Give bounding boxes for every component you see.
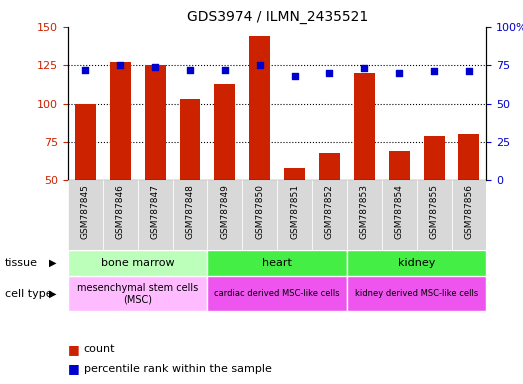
Point — [395, 70, 403, 76]
Bar — [319, 153, 340, 257]
Text: GSM787848: GSM787848 — [186, 184, 195, 239]
Point — [256, 62, 264, 68]
Title: GDS3974 / ILMN_2435521: GDS3974 / ILMN_2435521 — [187, 10, 368, 25]
Text: cardiac derived MSC-like cells: cardiac derived MSC-like cells — [214, 289, 340, 298]
Bar — [354, 73, 375, 257]
Text: GSM787846: GSM787846 — [116, 184, 125, 239]
Text: ■: ■ — [68, 362, 79, 375]
Bar — [424, 136, 445, 257]
Text: count: count — [84, 344, 115, 354]
FancyBboxPatch shape — [68, 180, 103, 250]
Text: GSM787852: GSM787852 — [325, 184, 334, 239]
Text: tissue: tissue — [5, 258, 38, 268]
Text: mesenchymal stem cells
(MSC): mesenchymal stem cells (MSC) — [77, 283, 198, 305]
Point — [325, 70, 334, 76]
Bar — [75, 104, 96, 257]
Text: GSM787847: GSM787847 — [151, 184, 160, 239]
Text: GSM787851: GSM787851 — [290, 184, 299, 239]
Text: GSM787850: GSM787850 — [255, 184, 264, 239]
Bar — [179, 99, 200, 257]
Text: GSM787853: GSM787853 — [360, 184, 369, 239]
Text: GSM787855: GSM787855 — [429, 184, 439, 239]
Text: ▶: ▶ — [49, 289, 56, 299]
FancyBboxPatch shape — [208, 276, 347, 311]
FancyBboxPatch shape — [103, 180, 138, 250]
FancyBboxPatch shape — [208, 250, 347, 276]
Text: cell type: cell type — [5, 289, 53, 299]
Point — [116, 62, 124, 68]
Point — [360, 65, 369, 71]
Bar — [145, 65, 166, 257]
Point — [221, 67, 229, 73]
FancyBboxPatch shape — [347, 180, 382, 250]
Bar — [110, 62, 131, 257]
FancyBboxPatch shape — [208, 180, 242, 250]
FancyBboxPatch shape — [417, 180, 451, 250]
FancyBboxPatch shape — [451, 180, 486, 250]
Text: ▶: ▶ — [49, 258, 56, 268]
Text: bone marrow: bone marrow — [101, 258, 175, 268]
FancyBboxPatch shape — [242, 180, 277, 250]
FancyBboxPatch shape — [347, 276, 486, 311]
Text: GSM787854: GSM787854 — [395, 184, 404, 239]
FancyBboxPatch shape — [138, 180, 173, 250]
FancyBboxPatch shape — [312, 180, 347, 250]
FancyBboxPatch shape — [347, 250, 486, 276]
Bar — [459, 134, 480, 257]
Text: GSM787856: GSM787856 — [464, 184, 473, 239]
Bar — [214, 84, 235, 257]
Text: kidney derived MSC-like cells: kidney derived MSC-like cells — [355, 289, 478, 298]
Point — [81, 67, 89, 73]
Text: ■: ■ — [68, 343, 79, 356]
Bar — [284, 168, 305, 257]
Point — [430, 68, 438, 74]
Point — [151, 64, 160, 70]
Text: GSM787845: GSM787845 — [81, 184, 90, 239]
FancyBboxPatch shape — [382, 180, 417, 250]
Point — [290, 73, 299, 79]
Text: percentile rank within the sample: percentile rank within the sample — [84, 364, 271, 374]
FancyBboxPatch shape — [277, 180, 312, 250]
Text: GSM787849: GSM787849 — [220, 184, 230, 239]
Text: heart: heart — [262, 258, 292, 268]
Text: kidney: kidney — [398, 258, 435, 268]
FancyBboxPatch shape — [68, 250, 208, 276]
FancyBboxPatch shape — [68, 276, 208, 311]
Bar — [249, 36, 270, 257]
FancyBboxPatch shape — [173, 180, 208, 250]
Point — [465, 68, 473, 74]
Bar — [389, 151, 410, 257]
Point — [186, 67, 194, 73]
